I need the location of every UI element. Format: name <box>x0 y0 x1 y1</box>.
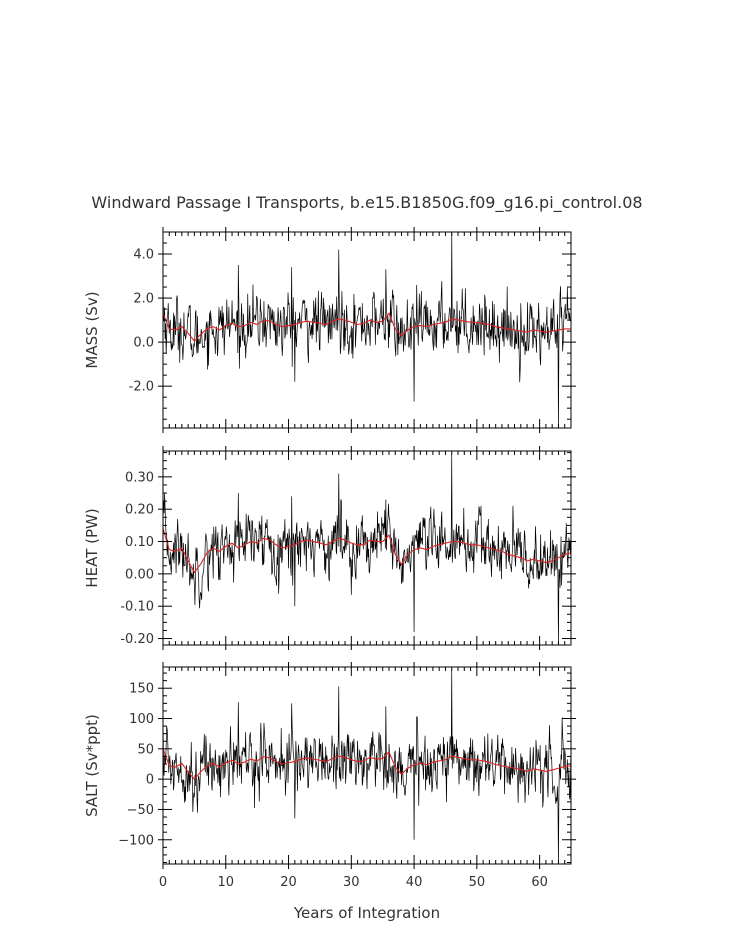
salt-y-tick-label: 50 <box>137 742 154 757</box>
mass-smoothed-series-line <box>163 312 571 342</box>
heat-y-tick-label: -0.20 <box>120 632 154 647</box>
salt-plot-frame <box>162 666 572 865</box>
salt-y-tick-label: 100 <box>129 712 154 727</box>
salt-raw-series-line <box>163 670 571 864</box>
mass-raw-series-line <box>163 233 571 428</box>
salt-x-tick-label: 30 <box>343 875 360 890</box>
salt-x-tick-label: 60 <box>531 875 548 890</box>
x-axis-title: Years of Integration <box>293 904 440 922</box>
heat-raw-series-line <box>163 454 571 645</box>
salt-y-tick-label: −100 <box>118 833 154 848</box>
panel-heat: -0.20 -0.10 0.00 0.10 0.20 0.30 HEAT (PW) <box>83 446 576 650</box>
heat-y-tick-label: 0.30 <box>125 470 154 485</box>
salt-y-tick-label: −50 <box>127 803 154 818</box>
heat-y-tick-label: -0.10 <box>120 600 154 615</box>
mass-y-tick-label: 0.0 <box>133 336 154 351</box>
heat-plot-frame <box>162 450 572 646</box>
mass-y-tick-label: 2.0 <box>133 292 154 307</box>
heat-smoothed-series-line <box>163 528 571 574</box>
panel-mass: -2.0 0.0 2.0 4.0 MASS (Sv) <box>83 227 576 433</box>
figure-title: Windward Passage I Transports, b.e15.B18… <box>91 193 642 213</box>
heat-y-tick-label: 0.00 <box>125 567 154 582</box>
heat-y-axis-title: HEAT (PW) <box>83 508 101 587</box>
mass-plot-frame <box>162 231 572 429</box>
panel-salt: −100 −50 0 50 100 150 0 10 20 30 40 50 60 SALT (Sv*pp… <box>83 662 576 890</box>
heat-y-tick-label: 0.20 <box>125 503 154 518</box>
salt-y-axis-title: SALT (Sv*ppt) <box>83 714 101 817</box>
salt-smoothed-series-line <box>163 748 571 780</box>
mass-y-tick-label: 4.0 <box>133 248 154 263</box>
salt-x-tick-label: 10 <box>217 875 234 890</box>
salt-x-tick-label: 40 <box>406 875 423 890</box>
salt-y-tick-label: 150 <box>129 682 154 697</box>
mass-y-axis-title: MASS (Sv) <box>83 291 101 368</box>
salt-x-tick-label: 50 <box>469 875 486 890</box>
salt-x-tick-label: 0 <box>159 875 167 890</box>
salt-x-tick-label: 20 <box>280 875 297 890</box>
mass-y-tick-label: -2.0 <box>129 380 154 395</box>
salt-y-tick-label: 0 <box>146 773 154 788</box>
heat-y-tick-label: 0.10 <box>125 535 154 550</box>
